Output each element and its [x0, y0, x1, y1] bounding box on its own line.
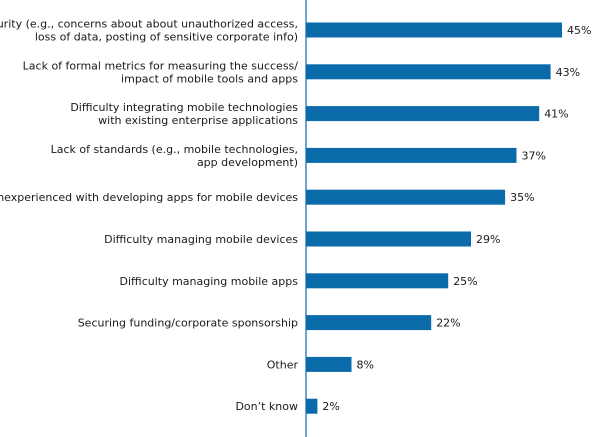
category-label-3-line-1: app development): [197, 156, 298, 169]
value-label-5: 29%: [476, 233, 500, 246]
category-label-8-line-0: Other: [267, 358, 299, 371]
category-label-9-line-0: Don’t know: [235, 400, 298, 413]
category-label-5-line-0: Difficulty managing mobile devices: [104, 233, 298, 246]
value-label-9: 2%: [322, 400, 339, 413]
value-label-6: 25%: [453, 275, 477, 288]
value-label-2: 41%: [544, 108, 568, 121]
bar-2: [306, 106, 540, 122]
value-label-7: 22%: [436, 317, 460, 330]
category-label-1-line-1: impact of mobile tools and apps: [121, 72, 298, 85]
category-label-4-line-0: Inexperienced with developing apps for m…: [0, 191, 298, 204]
category-label-3-line-0: Lack of standards (e.g., mobile technolo…: [51, 143, 298, 156]
value-label-3: 37%: [522, 149, 546, 162]
bar-8: [306, 356, 352, 372]
value-label-1: 43%: [556, 66, 580, 79]
bar-7: [306, 315, 432, 331]
bar-0: [306, 22, 562, 38]
category-label-0-line-0: Security (e.g., concerns about about una…: [0, 18, 298, 31]
bar-4: [306, 189, 506, 205]
bar-5: [306, 231, 471, 247]
bar-1: [306, 64, 551, 80]
bar-6: [306, 273, 449, 289]
category-label-0-line-1: loss of data, posting of sensitive corpo…: [35, 31, 298, 44]
category-label-2-line-1: with existing enterprise applications: [98, 114, 298, 127]
category-label-6-line-0: Difficulty managing mobile apps: [120, 275, 299, 288]
value-label-8: 8%: [357, 358, 374, 371]
bar-3: [306, 147, 517, 163]
category-label-7-line-0: Securing funding/corporate sponsorship: [78, 317, 298, 330]
value-label-4: 35%: [510, 191, 534, 204]
value-label-0: 45%: [567, 24, 591, 37]
category-label-1-line-0: Lack of formal metrics for measuring the…: [23, 59, 299, 72]
category-label-2-line-0: Difficulty integrating mobile technologi…: [70, 101, 298, 114]
bar-9: [306, 398, 318, 414]
